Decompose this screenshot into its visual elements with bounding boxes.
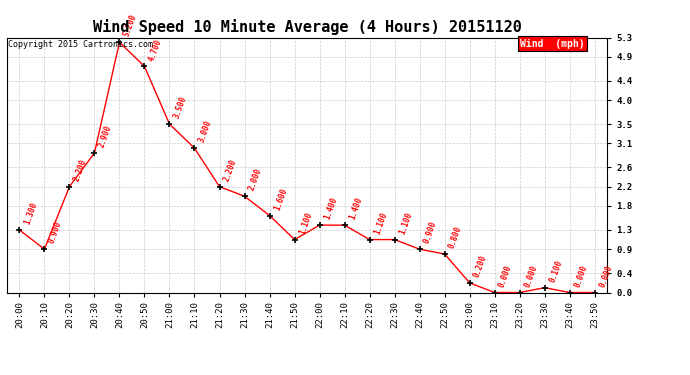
Text: 2.900: 2.900 <box>97 124 114 149</box>
Text: 0.800: 0.800 <box>447 225 464 250</box>
Title: Wind Speed 10 Minute Average (4 Hours) 20151120: Wind Speed 10 Minute Average (4 Hours) 2… <box>92 19 522 35</box>
Text: 0.100: 0.100 <box>547 259 564 284</box>
Text: 2.200: 2.200 <box>72 158 88 183</box>
Text: Copyright 2015 Cartronics.com: Copyright 2015 Cartronics.com <box>8 40 152 49</box>
Text: 5.200: 5.200 <box>122 13 139 38</box>
Text: 0.200: 0.200 <box>473 254 489 279</box>
Text: 3.000: 3.000 <box>197 119 214 144</box>
Text: 3.500: 3.500 <box>172 95 188 120</box>
Text: 4.700: 4.700 <box>147 38 164 62</box>
Text: 0.000: 0.000 <box>497 264 514 288</box>
Text: 0.000: 0.000 <box>522 264 539 288</box>
Text: 1.100: 1.100 <box>297 211 314 236</box>
Text: 2.000: 2.000 <box>247 167 264 192</box>
Text: 1.400: 1.400 <box>322 196 339 221</box>
Text: 0.900: 0.900 <box>422 220 439 245</box>
Text: 2.200: 2.200 <box>222 158 239 183</box>
Text: 1.600: 1.600 <box>273 186 288 211</box>
Text: 0.000: 0.000 <box>598 264 614 288</box>
Text: 1.100: 1.100 <box>397 211 414 236</box>
Text: 1.100: 1.100 <box>373 211 388 236</box>
Text: 0.900: 0.900 <box>47 220 63 245</box>
Text: 1.400: 1.400 <box>347 196 364 221</box>
Text: 1.300: 1.300 <box>22 201 39 226</box>
Text: Wind  (mph): Wind (mph) <box>520 39 585 49</box>
Text: 0.000: 0.000 <box>573 264 589 288</box>
